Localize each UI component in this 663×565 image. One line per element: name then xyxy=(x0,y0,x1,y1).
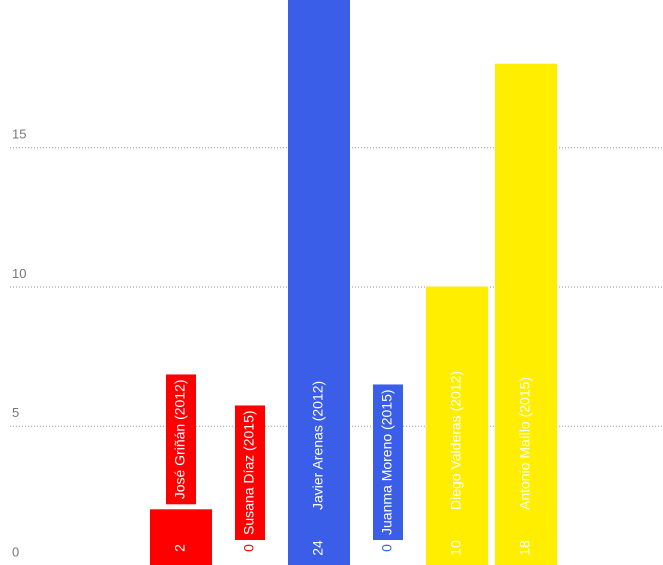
category-label: José Griñán (2012) xyxy=(172,379,188,499)
label-box xyxy=(373,384,403,540)
y-tick-label: 0 xyxy=(12,544,19,559)
label-box xyxy=(235,405,265,540)
bar xyxy=(288,0,350,565)
label-box xyxy=(166,374,196,505)
category-label: Diego Valderas (2012) xyxy=(448,371,464,510)
bar xyxy=(426,286,488,565)
value-label: 18 xyxy=(517,540,533,556)
value-label: 0 xyxy=(241,544,257,552)
category-label: Javier Arenas (2012) xyxy=(310,381,326,510)
value-label: 10 xyxy=(448,540,464,556)
y-tick-label: 5 xyxy=(12,405,19,420)
category-label: Juanma Moreno (2015) xyxy=(379,389,395,535)
bar xyxy=(150,509,212,565)
value-label: 24 xyxy=(310,540,326,556)
bar xyxy=(495,63,557,565)
value-label: 2 xyxy=(172,544,188,552)
category-label: Antonio Maíllo (2015) xyxy=(517,377,533,510)
y-tick-label: 15 xyxy=(12,127,26,142)
category-label: Susana Díaz (2015) xyxy=(241,410,257,535)
value-label: 0 xyxy=(379,544,395,552)
y-tick-label: 10 xyxy=(12,266,26,281)
